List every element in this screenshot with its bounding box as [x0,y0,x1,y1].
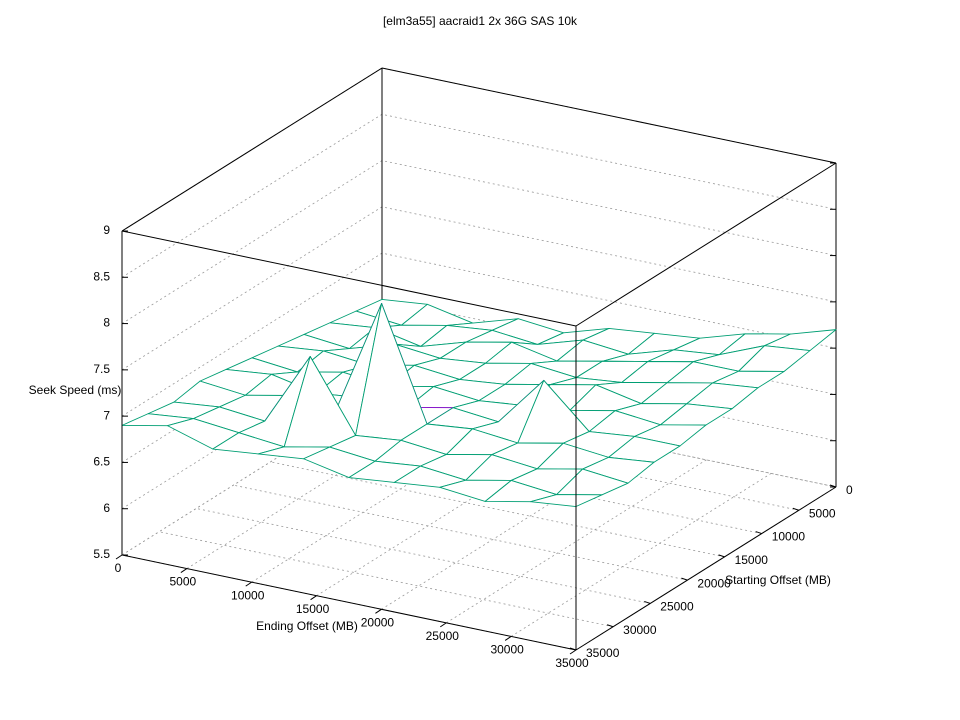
z-tick-label: 8 [103,316,110,330]
z-axis-label: Seek Speed (ms) [29,383,122,397]
grid-line [510,473,772,637]
x-tick-label: 0 [115,561,122,575]
box-edge [121,554,577,651]
grid-line [121,160,837,324]
tick-mark [115,554,123,560]
grid-line [270,461,725,558]
x-tick-label: 25000 [426,629,460,643]
z-tick-label: 5.5 [93,547,110,561]
y-tick-label: 35000 [586,646,620,660]
y-tick-label: 30000 [623,623,657,637]
z-tick-label: 7 [103,408,110,422]
tick-mark [829,484,837,488]
x-tick-label: 20000 [361,615,395,629]
tick-mark [792,507,800,511]
grid-line [196,508,651,604]
box-edge [575,486,837,651]
grid-line [446,459,707,624]
box-edge [381,67,837,164]
tick-mark [375,608,382,614]
z-tick-label: 9 [103,223,110,237]
box-edge [575,162,837,327]
tick-mark [718,554,725,558]
y-tick-label: 10000 [772,530,806,544]
y-tick-label: 0 [846,483,853,497]
tick-mark [644,600,651,604]
grid-line [121,113,837,278]
x-tick-label: 5000 [170,575,197,589]
chart-title: [elm3a55] aacraid1 2x 36G SAS 10k [383,14,578,28]
tick-mark [569,649,577,655]
y-tick-label: 25000 [660,600,694,614]
z-tick-label: 6.5 [93,455,110,469]
grid-line [233,484,688,581]
tick-mark [245,581,252,587]
tick-mark [310,595,317,601]
tick-mark [440,622,447,628]
x-tick-label: 30000 [490,643,524,657]
grid-line [159,531,614,628]
y-tick-label: 15000 [735,553,769,567]
y-tick-label: 5000 [809,506,836,520]
z-tick-label: 6 [103,501,110,515]
grid-line [121,67,837,232]
y-axis-label: Starting Offset (MB) [725,573,831,587]
x-tick-label: 10000 [231,588,265,602]
x-tick-label: 35000 [555,656,589,670]
tick-mark [504,636,512,641]
y-tick-label: 20000 [697,576,731,590]
tick-mark [755,531,762,535]
z-tick-label: 7.5 [93,362,110,376]
box-edge [121,67,383,232]
tick-mark [180,568,188,573]
tick-mark [681,577,688,581]
x-axis-label: Ending Offset (MB) [256,619,358,633]
box-edge [121,230,577,327]
x-tick-label: 15000 [296,602,330,616]
z-tick-label: 8.5 [93,269,110,283]
tick-mark [606,624,614,628]
